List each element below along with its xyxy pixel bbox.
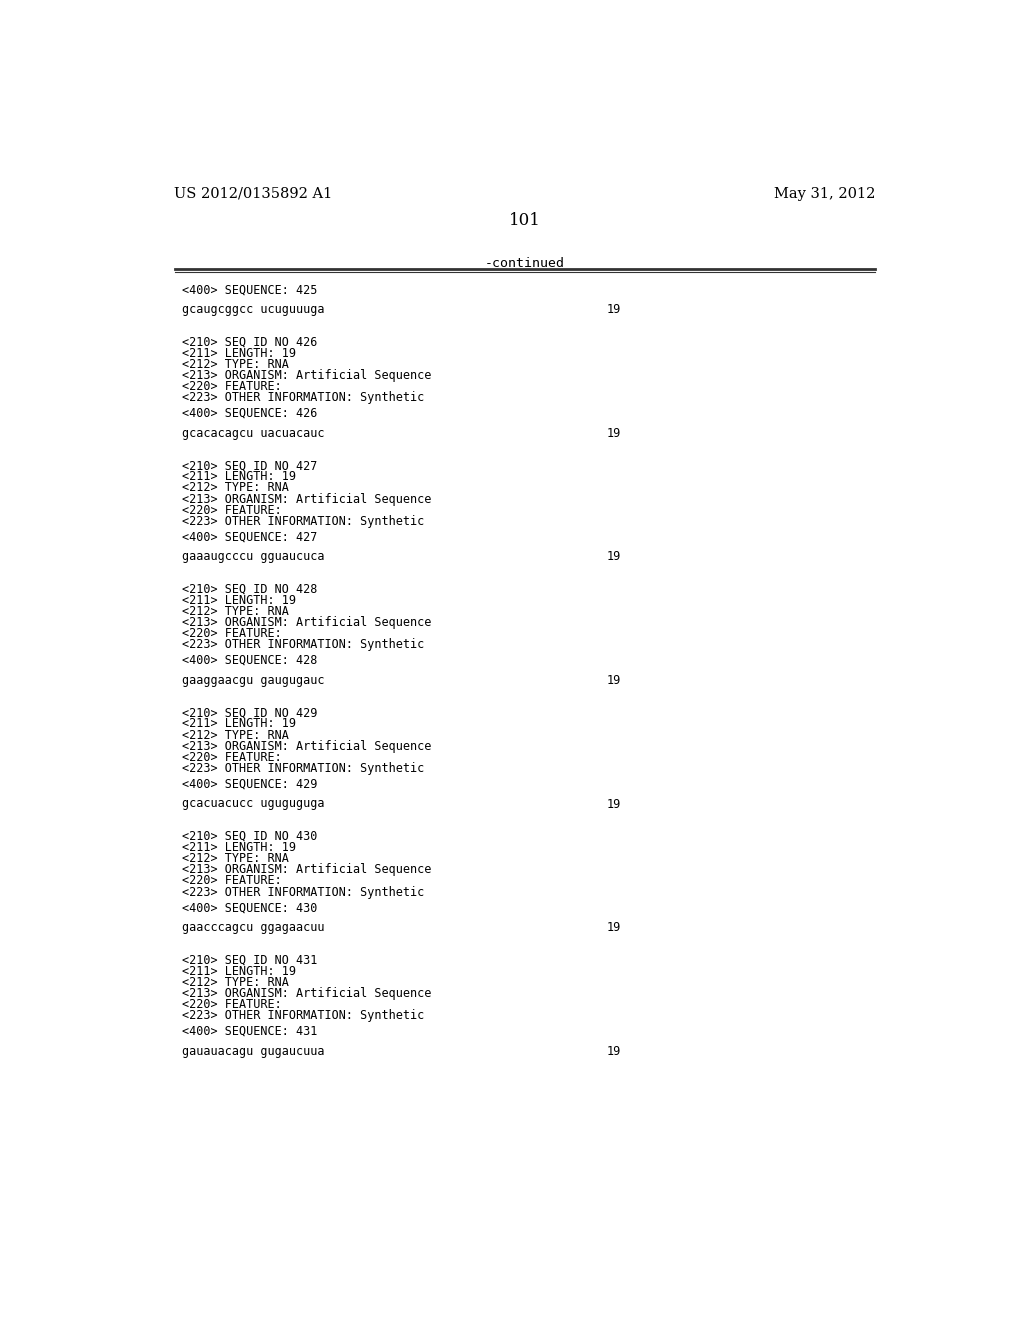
Text: 101: 101 <box>509 213 541 230</box>
Text: 19: 19 <box>607 921 622 935</box>
Text: <212> TYPE: RNA: <212> TYPE: RNA <box>182 729 289 742</box>
Text: <213> ORGANISM: Artificial Sequence: <213> ORGANISM: Artificial Sequence <box>182 370 432 381</box>
Text: US 2012/0135892 A1: US 2012/0135892 A1 <box>174 187 333 201</box>
Text: <223> OTHER INFORMATION: Synthetic: <223> OTHER INFORMATION: Synthetic <box>182 391 425 404</box>
Text: 19: 19 <box>607 797 622 810</box>
Text: <211> LENGTH: 19: <211> LENGTH: 19 <box>182 965 296 978</box>
Text: <220> FEATURE:: <220> FEATURE: <box>182 380 282 393</box>
Text: gcacacagcu uacuacauc: gcacacagcu uacuacauc <box>182 426 325 440</box>
Text: gcacuacucc uguguguga: gcacuacucc uguguguga <box>182 797 325 810</box>
Text: <220> FEATURE:: <220> FEATURE: <box>182 875 282 887</box>
Text: <210> SEQ ID NO 430: <210> SEQ ID NO 430 <box>182 830 317 843</box>
Text: -continued: -continued <box>484 257 565 271</box>
Text: <400> SEQUENCE: 431: <400> SEQUENCE: 431 <box>182 1024 317 1038</box>
Text: <213> ORGANISM: Artificial Sequence: <213> ORGANISM: Artificial Sequence <box>182 739 432 752</box>
Text: <212> TYPE: RNA: <212> TYPE: RNA <box>182 482 289 495</box>
Text: 19: 19 <box>607 426 622 440</box>
Text: <212> TYPE: RNA: <212> TYPE: RNA <box>182 853 289 865</box>
Text: <213> ORGANISM: Artificial Sequence: <213> ORGANISM: Artificial Sequence <box>182 492 432 506</box>
Text: <220> FEATURE:: <220> FEATURE: <box>182 627 282 640</box>
Text: <220> FEATURE:: <220> FEATURE: <box>182 751 282 764</box>
Text: gaaaugcccu gguaucuca: gaaaugcccu gguaucuca <box>182 550 325 564</box>
Text: 19: 19 <box>607 1044 622 1057</box>
Text: <400> SEQUENCE: 430: <400> SEQUENCE: 430 <box>182 902 317 913</box>
Text: <400> SEQUENCE: 427: <400> SEQUENCE: 427 <box>182 531 317 544</box>
Text: <400> SEQUENCE: 429: <400> SEQUENCE: 429 <box>182 777 317 791</box>
Text: <211> LENGTH: 19: <211> LENGTH: 19 <box>182 718 296 730</box>
Text: <213> ORGANISM: Artificial Sequence: <213> ORGANISM: Artificial Sequence <box>182 987 432 1001</box>
Text: <213> ORGANISM: Artificial Sequence: <213> ORGANISM: Artificial Sequence <box>182 616 432 630</box>
Text: <220> FEATURE:: <220> FEATURE: <box>182 504 282 516</box>
Text: <223> OTHER INFORMATION: Synthetic: <223> OTHER INFORMATION: Synthetic <box>182 762 425 775</box>
Text: 19: 19 <box>607 550 622 564</box>
Text: <223> OTHER INFORMATION: Synthetic: <223> OTHER INFORMATION: Synthetic <box>182 515 425 528</box>
Text: <210> SEQ ID NO 431: <210> SEQ ID NO 431 <box>182 953 317 966</box>
Text: May 31, 2012: May 31, 2012 <box>774 187 876 201</box>
Text: <210> SEQ ID NO 428: <210> SEQ ID NO 428 <box>182 582 317 595</box>
Text: <211> LENGTH: 19: <211> LENGTH: 19 <box>182 594 296 607</box>
Text: <213> ORGANISM: Artificial Sequence: <213> ORGANISM: Artificial Sequence <box>182 863 432 876</box>
Text: <223> OTHER INFORMATION: Synthetic: <223> OTHER INFORMATION: Synthetic <box>182 1010 425 1022</box>
Text: <211> LENGTH: 19: <211> LENGTH: 19 <box>182 470 296 483</box>
Text: <223> OTHER INFORMATION: Synthetic: <223> OTHER INFORMATION: Synthetic <box>182 886 425 899</box>
Text: <212> TYPE: RNA: <212> TYPE: RNA <box>182 605 289 618</box>
Text: gauauacagu gugaucuua: gauauacagu gugaucuua <box>182 1044 325 1057</box>
Text: <210> SEQ ID NO 429: <210> SEQ ID NO 429 <box>182 706 317 719</box>
Text: <400> SEQUENCE: 425: <400> SEQUENCE: 425 <box>182 284 317 296</box>
Text: gcaugcggcc ucuguuuga: gcaugcggcc ucuguuuga <box>182 304 325 317</box>
Text: <211> LENGTH: 19: <211> LENGTH: 19 <box>182 841 296 854</box>
Text: <220> FEATURE:: <220> FEATURE: <box>182 998 282 1011</box>
Text: <210> SEQ ID NO 426: <210> SEQ ID NO 426 <box>182 335 317 348</box>
Text: 19: 19 <box>607 304 622 317</box>
Text: <212> TYPE: RNA: <212> TYPE: RNA <box>182 975 289 989</box>
Text: gaaggaacgu gaugugauc: gaaggaacgu gaugugauc <box>182 675 325 686</box>
Text: <212> TYPE: RNA: <212> TYPE: RNA <box>182 358 289 371</box>
Text: gaacccagcu ggagaacuu: gaacccagcu ggagaacuu <box>182 921 325 935</box>
Text: 19: 19 <box>607 675 622 686</box>
Text: <223> OTHER INFORMATION: Synthetic: <223> OTHER INFORMATION: Synthetic <box>182 639 425 652</box>
Text: <210> SEQ ID NO 427: <210> SEQ ID NO 427 <box>182 459 317 473</box>
Text: <400> SEQUENCE: 428: <400> SEQUENCE: 428 <box>182 653 317 667</box>
Text: <400> SEQUENCE: 426: <400> SEQUENCE: 426 <box>182 407 317 420</box>
Text: <211> LENGTH: 19: <211> LENGTH: 19 <box>182 347 296 359</box>
